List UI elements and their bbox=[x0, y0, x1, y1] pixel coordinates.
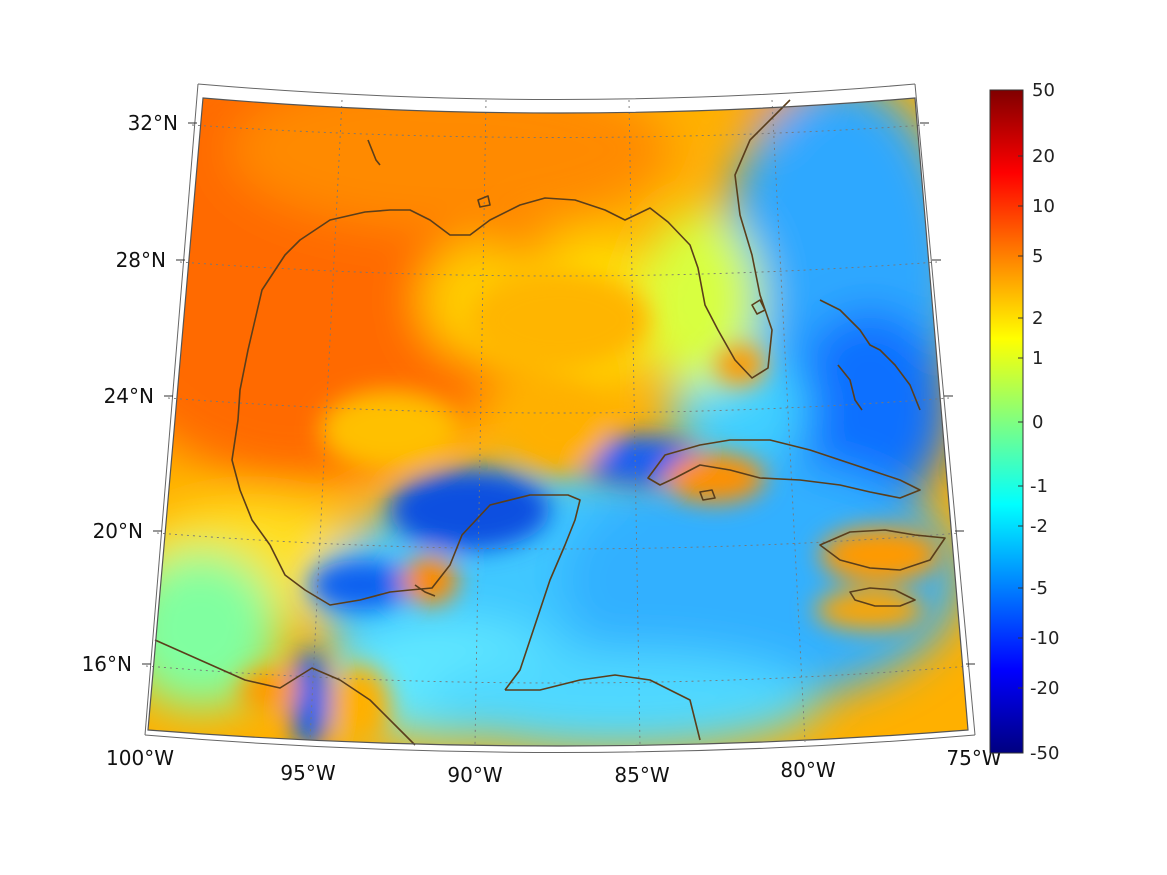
lon-label-80: 80°W bbox=[780, 758, 835, 782]
lat-label-24: 24°N bbox=[104, 384, 154, 408]
colorbar-label-5: 5 bbox=[1032, 246, 1043, 267]
colorbar-label-neg50: -50 bbox=[1030, 743, 1059, 764]
lon-label-85: 85°W bbox=[614, 763, 669, 787]
colorbar-label-neg5: -5 bbox=[1030, 578, 1048, 599]
longitude-labels: 100°W 95°W 90°W 85°W 80°W 75°W bbox=[106, 746, 1002, 787]
colorbar-label-neg10: -10 bbox=[1030, 628, 1059, 649]
lon-label-95: 95°W bbox=[280, 761, 335, 785]
latitude-labels: 32°N 28°N 24°N 20°N 16°N bbox=[82, 111, 178, 676]
colorbar-label-1: 1 bbox=[1032, 348, 1043, 369]
colorbar-label-10: 10 bbox=[1032, 196, 1055, 217]
colorbar-label-neg2: -2 bbox=[1030, 516, 1048, 537]
colorbar-label-20: 20 bbox=[1032, 146, 1055, 167]
graticule bbox=[145, 99, 971, 746]
colorbar: 50 20 10 5 2 1 0 -1 -2 -5 -10 -20 -50 bbox=[989, 80, 1059, 764]
data-field bbox=[148, 98, 968, 746]
colorbar-label-2: 2 bbox=[1032, 308, 1043, 329]
lon-label-90: 90°W bbox=[447, 763, 502, 787]
colorbar-label-neg20: -20 bbox=[1030, 678, 1059, 699]
lat-label-20: 20°N bbox=[93, 519, 143, 543]
coastlines bbox=[154, 99, 946, 746]
lon-label-100: 100°W bbox=[106, 746, 174, 770]
lat-label-32: 32°N bbox=[128, 111, 178, 135]
colorbar-label-0: 0 bbox=[1032, 412, 1043, 433]
lat-label-28: 28°N bbox=[116, 248, 166, 272]
colorbar-gradient bbox=[989, 89, 1024, 754]
lat-label-16: 16°N bbox=[82, 652, 132, 676]
map-frame bbox=[147, 97, 969, 747]
colorbar-label-50: 50 bbox=[1032, 80, 1055, 101]
colorbar-label-neg1: -1 bbox=[1030, 476, 1048, 497]
